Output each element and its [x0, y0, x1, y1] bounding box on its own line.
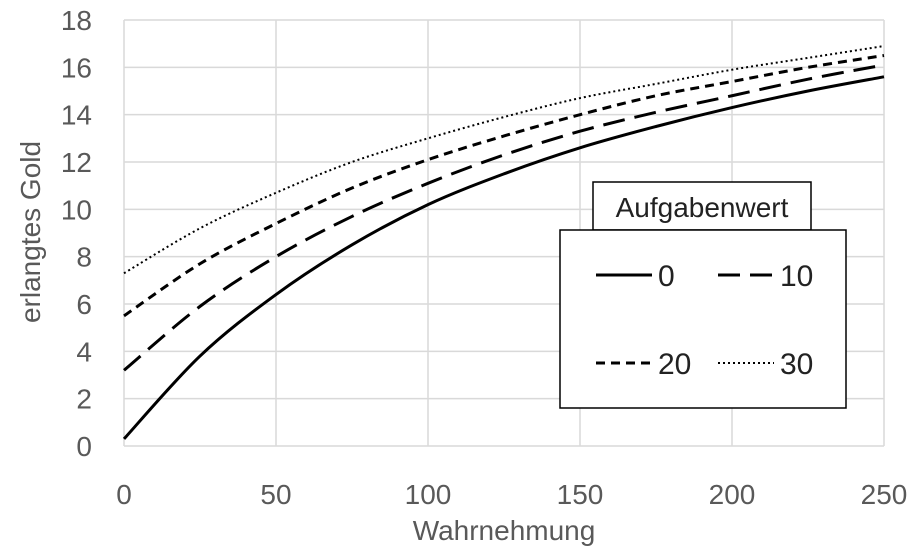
series-line-0 — [122, 75, 885, 440]
legend-label-20: 20 — [658, 348, 691, 381]
legend: Aufgabenwert 0 10 20 30 — [559, 181, 847, 409]
legend-title-box — [592, 181, 812, 231]
legend-title: Aufgabenwert — [616, 192, 789, 223]
y-tick-label: 16 — [61, 52, 92, 83]
y-axis-title: erlangtes Gold — [15, 141, 46, 323]
x-tick-label: 0 — [116, 479, 132, 510]
y-tick-label: 10 — [61, 194, 92, 225]
legend-box — [559, 229, 847, 409]
y-tick-label: 2 — [76, 384, 92, 415]
y-tick-label: 8 — [76, 242, 92, 273]
x-tick-label: 150 — [557, 479, 604, 510]
legend-entries: 0 10 20 30 — [596, 260, 813, 381]
y-tick-label: 12 — [61, 147, 92, 178]
x-tick-label: 200 — [709, 479, 756, 510]
y-axis-ticks: 0 2 4 6 8 10 12 14 16 18 — [61, 5, 92, 462]
y-tick-label: 6 — [76, 289, 92, 320]
series-line-10 — [123, 63, 885, 372]
series-line-20 — [123, 54, 885, 318]
y-tick-label: 4 — [76, 336, 92, 367]
x-axis-ticks: 0 50 100 150 200 250 — [116, 479, 907, 510]
y-tick-label: 0 — [76, 431, 92, 462]
x-tick-label: 100 — [405, 479, 452, 510]
x-axis-title: Wahrnehmung — [413, 515, 596, 546]
y-tick-label: 18 — [61, 5, 92, 36]
x-tick-label: 50 — [260, 479, 291, 510]
legend-label-0: 0 — [658, 260, 675, 293]
legend-label-10: 10 — [780, 260, 813, 293]
x-tick-label: 250 — [861, 479, 908, 510]
legend-label-30: 30 — [780, 348, 813, 381]
y-tick-label: 14 — [61, 100, 92, 131]
series-lines — [122, 45, 885, 440]
